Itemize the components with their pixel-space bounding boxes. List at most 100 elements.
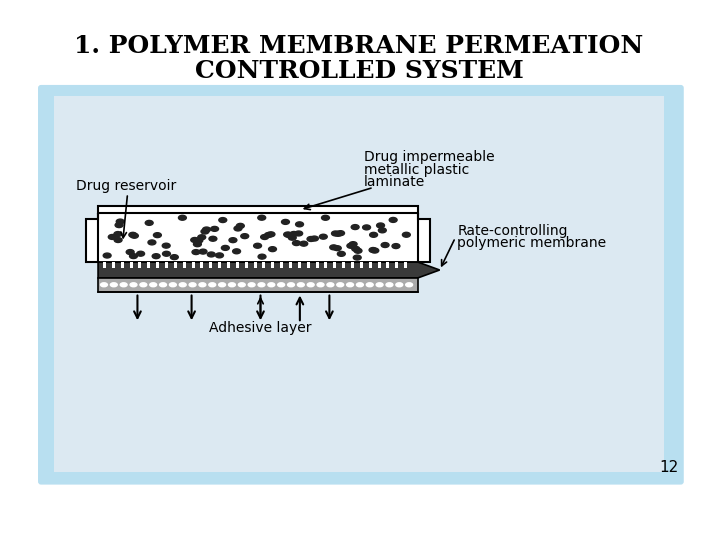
Polygon shape [98,262,440,278]
Ellipse shape [189,283,196,287]
Ellipse shape [396,283,402,287]
Ellipse shape [347,244,355,248]
Ellipse shape [211,226,219,231]
Ellipse shape [320,234,327,239]
Ellipse shape [236,224,244,228]
Polygon shape [130,262,132,268]
Ellipse shape [219,283,225,287]
Polygon shape [192,262,194,268]
Ellipse shape [153,233,161,238]
Ellipse shape [290,232,298,237]
Polygon shape [218,262,221,268]
Ellipse shape [369,232,377,237]
Ellipse shape [377,223,384,228]
Ellipse shape [258,254,266,259]
Ellipse shape [140,283,147,287]
Ellipse shape [199,249,207,254]
Ellipse shape [346,283,354,287]
Ellipse shape [402,232,410,237]
Ellipse shape [192,249,200,254]
Ellipse shape [179,215,186,220]
Ellipse shape [115,222,123,227]
Polygon shape [377,262,381,268]
Polygon shape [245,262,248,268]
Ellipse shape [390,218,397,222]
Ellipse shape [265,233,272,238]
Ellipse shape [169,283,176,287]
Ellipse shape [130,233,138,238]
Polygon shape [165,262,168,268]
Ellipse shape [152,254,160,259]
Polygon shape [360,262,363,268]
Ellipse shape [307,237,315,241]
Ellipse shape [376,283,383,287]
Ellipse shape [369,247,377,253]
Ellipse shape [222,246,229,251]
Text: metallic plastic: metallic plastic [364,163,469,177]
Ellipse shape [351,225,359,230]
Polygon shape [271,262,274,268]
FancyBboxPatch shape [54,96,664,472]
Text: Adhesive layer: Adhesive layer [210,321,312,335]
Ellipse shape [130,283,137,287]
Ellipse shape [269,247,276,252]
Polygon shape [200,262,203,268]
Ellipse shape [333,246,341,251]
Ellipse shape [258,215,266,220]
Ellipse shape [234,226,242,231]
Ellipse shape [349,242,357,247]
Polygon shape [227,262,230,268]
Ellipse shape [163,251,171,256]
Ellipse shape [209,283,216,287]
Polygon shape [325,262,328,268]
FancyBboxPatch shape [38,85,684,484]
Ellipse shape [267,232,275,237]
Ellipse shape [209,237,217,241]
Ellipse shape [330,245,338,250]
Ellipse shape [285,232,293,238]
Polygon shape [236,262,239,268]
Ellipse shape [162,243,170,248]
Ellipse shape [114,232,122,237]
Ellipse shape [268,283,275,287]
Text: polymeric membrane: polymeric membrane [457,237,606,251]
Ellipse shape [310,236,318,241]
Ellipse shape [219,218,227,222]
Polygon shape [298,262,301,268]
Ellipse shape [284,232,292,237]
Polygon shape [333,262,336,268]
Polygon shape [280,262,283,268]
Ellipse shape [331,231,339,236]
Ellipse shape [253,244,261,248]
Ellipse shape [150,283,157,287]
Ellipse shape [287,283,294,287]
Ellipse shape [110,283,117,287]
Ellipse shape [207,252,215,257]
Polygon shape [156,262,159,268]
Ellipse shape [386,283,393,287]
Ellipse shape [103,253,111,258]
Ellipse shape [108,234,116,239]
Polygon shape [387,262,390,268]
Ellipse shape [405,283,413,287]
Ellipse shape [297,283,305,287]
Polygon shape [86,213,98,262]
Polygon shape [174,262,177,268]
Polygon shape [121,262,124,268]
Ellipse shape [114,238,122,242]
Polygon shape [263,262,266,268]
Ellipse shape [215,253,223,258]
Ellipse shape [130,254,138,259]
Ellipse shape [352,246,359,251]
Ellipse shape [356,283,364,287]
Polygon shape [112,262,114,268]
Polygon shape [148,262,150,268]
Ellipse shape [261,234,269,239]
Ellipse shape [148,240,156,245]
Ellipse shape [278,283,284,287]
Ellipse shape [198,235,206,240]
Polygon shape [418,213,430,262]
Ellipse shape [292,241,300,246]
Ellipse shape [228,283,235,287]
Ellipse shape [379,228,386,233]
